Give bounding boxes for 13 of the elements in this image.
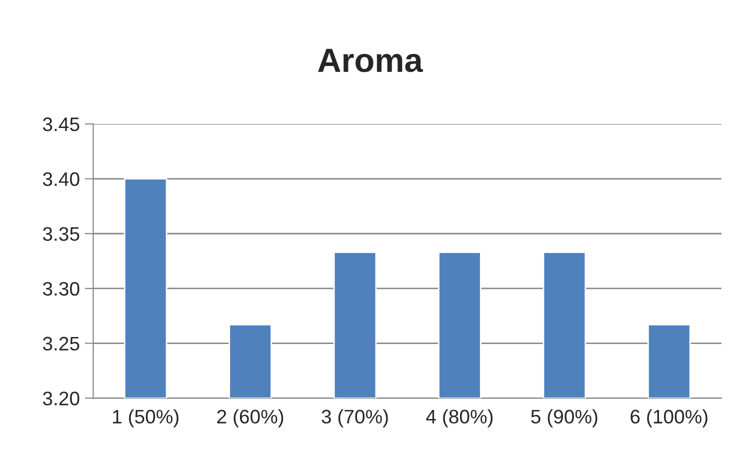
chart-title: Aroma: [318, 48, 424, 72]
x-tick-label: 1 (50%): [113, 409, 178, 428]
y-tick-label: 3.35: [42, 227, 80, 241]
x-tick-label: 4 (80%): [426, 409, 493, 428]
y-tick-label: 3.45: [42, 117, 80, 132]
x-tick-label: 5 (90%): [531, 409, 598, 428]
x-tick-label: 6 (100%): [630, 409, 708, 428]
y-tick-label: 3.25: [42, 336, 80, 351]
x-tick-label: 3 (70%): [322, 409, 388, 428]
x-tick-label: 2 (60%): [217, 409, 284, 428]
y-tick-label: 3.30: [42, 282, 80, 296]
y-tick-label: 3.20: [42, 392, 80, 406]
y-tick-label: 3.40: [42, 172, 80, 186]
